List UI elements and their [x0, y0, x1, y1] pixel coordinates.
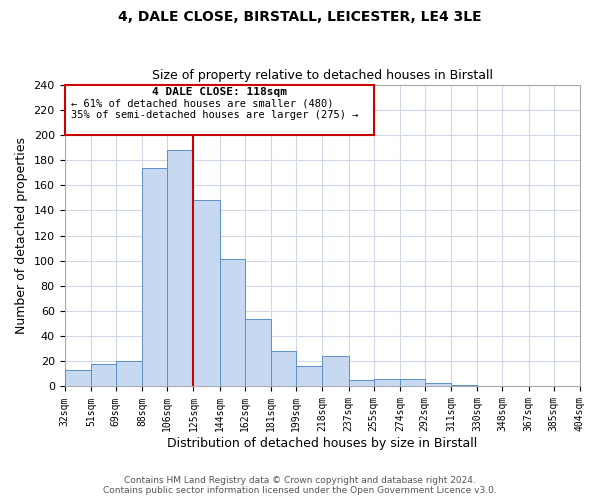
X-axis label: Distribution of detached houses by size in Birstall: Distribution of detached houses by size … [167, 437, 478, 450]
Bar [425, 382, 451, 386]
Text: ← 61% of detached houses are smaller (480): ← 61% of detached houses are smaller (48… [71, 98, 334, 108]
Bar [374, 379, 400, 386]
Text: 4, DALE CLOSE, BIRSTALL, LEICESTER, LE4 3LE: 4, DALE CLOSE, BIRSTALL, LEICESTER, LE4 … [118, 10, 482, 24]
Bar [271, 351, 296, 386]
FancyBboxPatch shape [65, 84, 374, 135]
Bar [167, 150, 193, 386]
Bar [65, 370, 91, 386]
Bar [296, 366, 322, 386]
Bar [142, 168, 167, 386]
Bar [322, 356, 349, 386]
Bar [193, 200, 220, 386]
Bar [220, 260, 245, 386]
Text: 35% of semi-detached houses are larger (275) →: 35% of semi-detached houses are larger (… [71, 110, 359, 120]
Text: 4 DALE CLOSE: 118sqm: 4 DALE CLOSE: 118sqm [152, 87, 287, 97]
Bar [91, 364, 116, 386]
Bar [451, 385, 478, 386]
Y-axis label: Number of detached properties: Number of detached properties [15, 137, 28, 334]
Bar [245, 318, 271, 386]
Text: Contains HM Land Registry data © Crown copyright and database right 2024.
Contai: Contains HM Land Registry data © Crown c… [103, 476, 497, 495]
Title: Size of property relative to detached houses in Birstall: Size of property relative to detached ho… [152, 69, 493, 82]
Bar [116, 362, 142, 386]
Bar [349, 380, 374, 386]
Bar [400, 379, 425, 386]
